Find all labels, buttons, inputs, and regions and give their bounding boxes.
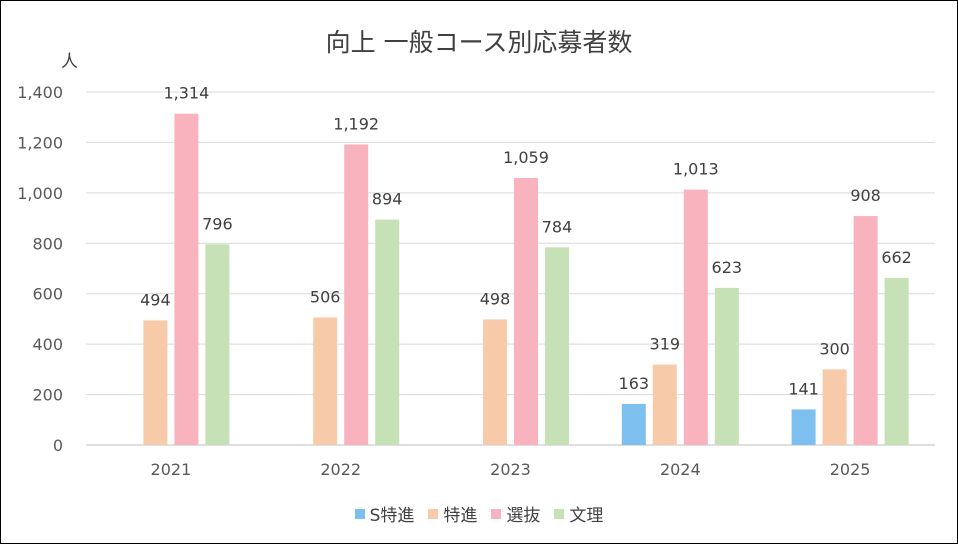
bar (483, 319, 507, 445)
data-label: 163 (619, 374, 650, 393)
data-label: 319 (650, 335, 681, 354)
y-tick-label: 600 (32, 285, 63, 304)
data-label: 498 (480, 289, 511, 308)
y-tick-label: 200 (32, 386, 63, 405)
bar (853, 216, 878, 445)
y-tick-label: 1,200 (17, 133, 63, 152)
data-label: 623 (712, 258, 743, 277)
legend-label: S特進 (369, 506, 415, 526)
legend-item: S特進 (354, 501, 415, 526)
legend-label: 選抜 (506, 506, 541, 526)
bar (514, 177, 538, 445)
y-tick-label: 1,000 (17, 184, 63, 203)
bar (545, 247, 569, 445)
bar (621, 403, 646, 445)
x-tick-label: 2025 (830, 460, 871, 479)
bar (174, 113, 199, 445)
bar (375, 219, 400, 445)
legend-swatch (428, 508, 439, 519)
legend-swatch (491, 508, 502, 519)
data-label: 894 (372, 190, 403, 209)
bar (143, 320, 168, 445)
data-label: 796 (202, 214, 233, 233)
bar (822, 369, 847, 445)
bar (791, 409, 816, 445)
legend-label: 文理 (569, 506, 604, 526)
data-label: 1,013 (673, 160, 719, 179)
data-label: 1,192 (333, 114, 379, 133)
data-label: 141 (788, 379, 819, 398)
y-tick-label: 1,400 (17, 83, 63, 102)
legend-item: 選抜 (491, 501, 540, 526)
y-tick-label: 0 (53, 436, 63, 455)
legend-item: 文理 (554, 501, 603, 526)
x-tick-label: 2021 (151, 460, 192, 479)
legend-label: 特進 (443, 506, 478, 526)
bar-chart-plot: 0 200 400 600 800 1,000 1,200 1,400 2021 494 1,314… (17, 83, 935, 479)
y-tick-label: 800 (32, 234, 63, 253)
bar (884, 278, 909, 445)
bar (344, 144, 369, 445)
x-tick-label: 2023 (490, 460, 531, 479)
bar (313, 317, 338, 445)
bar (205, 244, 230, 445)
bar (652, 364, 677, 445)
data-label: 908 (850, 186, 881, 205)
bar (714, 287, 739, 445)
x-tick-label: 2024 (660, 460, 701, 479)
legend-item: 特進 (428, 501, 477, 526)
chart-legend: S特進 特進 選抜 文理 (1, 501, 957, 526)
y-tick-label: 400 (32, 335, 63, 354)
data-label: 784 (542, 217, 573, 236)
x-tick-label: 2022 (320, 460, 361, 479)
data-label: 1,314 (163, 84, 209, 103)
bar (683, 189, 708, 445)
legend-swatch (354, 508, 365, 519)
data-label: 506 (310, 287, 341, 306)
data-label: 1,059 (503, 148, 549, 167)
chart-title: 向上 一般コース別応募者数 (325, 28, 633, 57)
legend-swatch (554, 508, 565, 519)
data-label: 494 (140, 290, 171, 309)
data-label: 300 (819, 339, 850, 358)
data-label: 662 (881, 248, 912, 267)
y-axis-unit-label: 人 (61, 52, 78, 72)
